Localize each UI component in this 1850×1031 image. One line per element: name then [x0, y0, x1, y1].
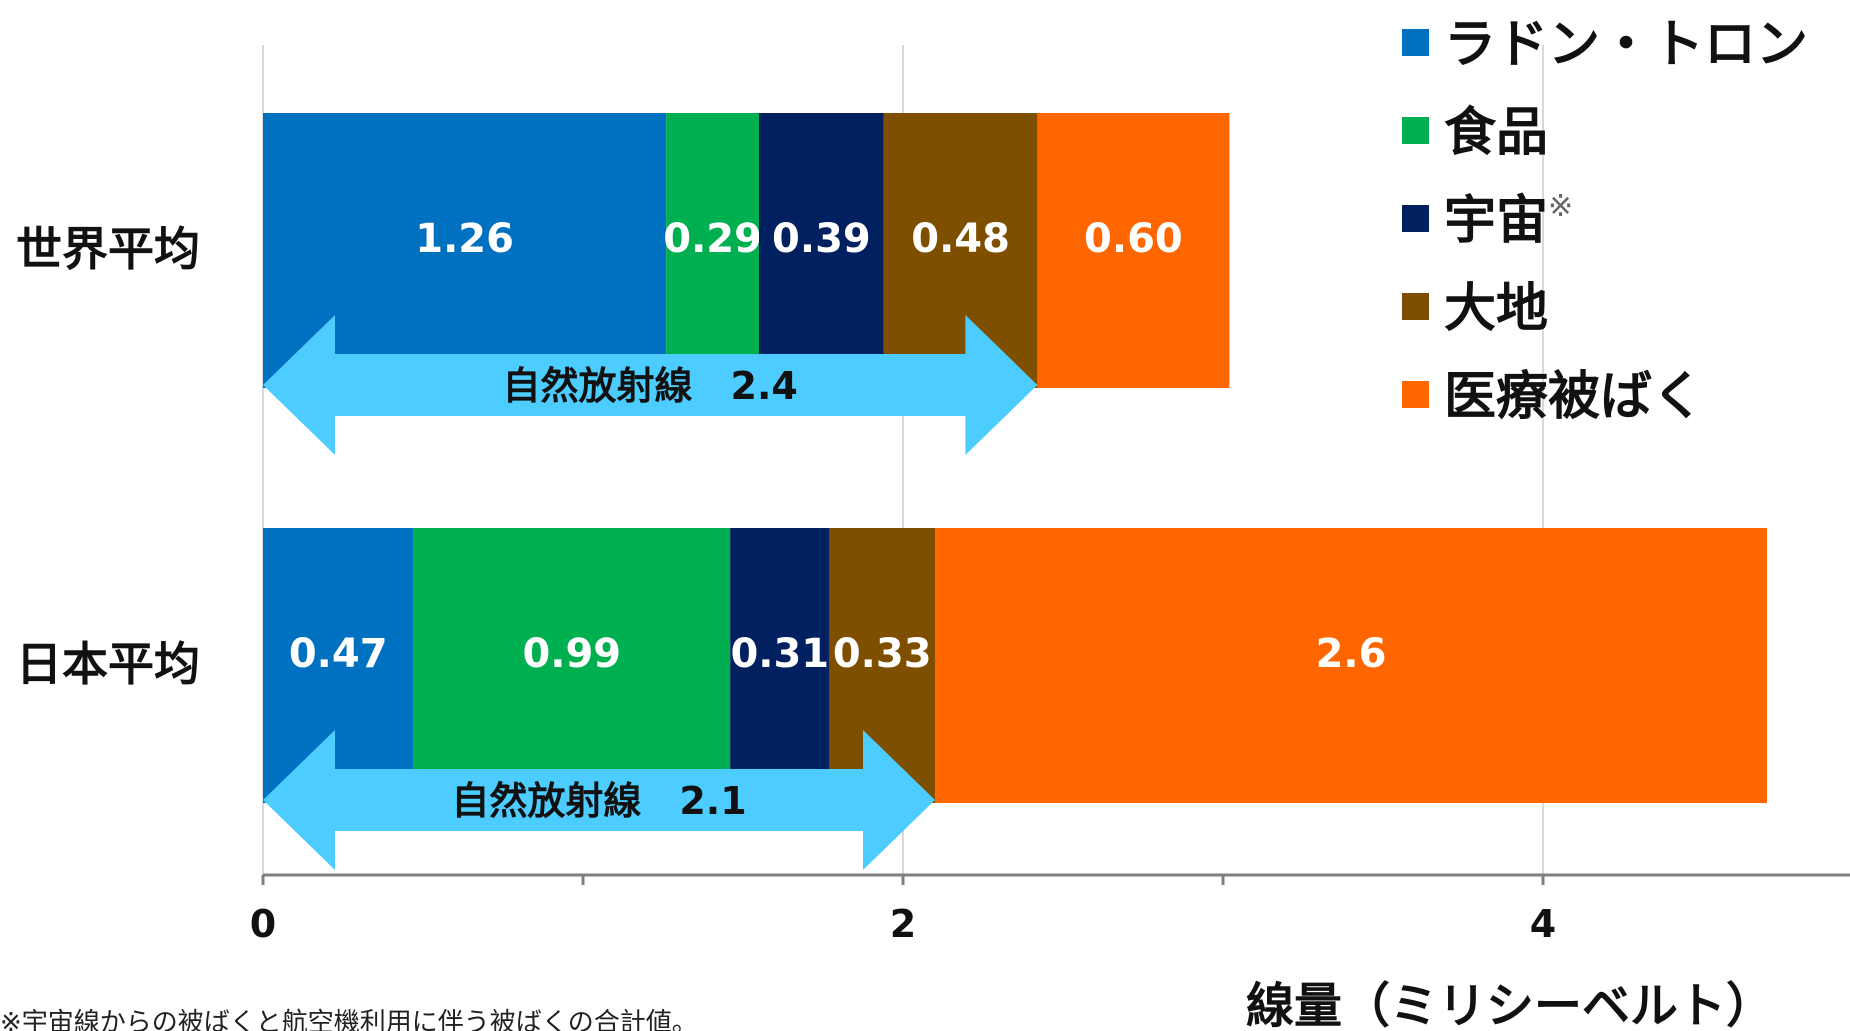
arrow-shape: [263, 315, 1038, 455]
legend-label: 大地: [1444, 279, 1548, 339]
arrow-label: 自然放射線 2.1: [451, 779, 746, 823]
x-tick-label: 4: [1530, 902, 1556, 946]
natural-radiation-arrows: 自然放射線 2.4 自然放射線 2.1: [263, 315, 1038, 870]
data-label: 0.31: [730, 631, 829, 677]
legend-label: 食品: [1444, 103, 1548, 163]
data-label: 0.47: [289, 631, 388, 677]
x-tick-label: 2: [890, 902, 916, 946]
category-label: 世界平均: [16, 222, 200, 276]
data-label: 0.99: [522, 631, 621, 677]
legend-swatch: [1402, 381, 1429, 408]
bar-segment: [1037, 113, 1230, 388]
legend-swatch: [1402, 29, 1429, 56]
x-tick-label: 0: [250, 902, 276, 946]
legend-label: 医療被ばく: [1444, 367, 1704, 427]
arrow-label: 自然放射線 2.4: [503, 364, 798, 408]
legend-swatch: [1402, 205, 1429, 232]
legend-swatch: [1402, 293, 1429, 320]
data-label: 0.33: [833, 631, 932, 677]
legend-swatch: [1402, 117, 1429, 144]
x-axis-title: 線量（ミリシーベルト）: [1246, 978, 1774, 1031]
data-label: 2.6: [1316, 631, 1387, 677]
x-axis: 0 2 4: [250, 873, 1850, 946]
footnote: ※宇宙線からの被ばくと航空機利用に伴う被ばくの合計値。: [0, 1008, 698, 1031]
legend-label: 宇宙※: [1444, 189, 1573, 251]
bar-segment: [759, 113, 884, 388]
data-label: 1.26: [415, 216, 514, 262]
data-label: 0.29: [663, 216, 762, 262]
data-label: 0.39: [772, 216, 871, 262]
bars: 1.26 0.29 0.39 0.48 0.60 0.47 0.99 0.31 0.33 2.6: [263, 113, 1767, 803]
data-label: 0.60: [1084, 216, 1183, 262]
bar-segment: [883, 113, 1038, 388]
data-label: 0.48: [911, 216, 1010, 262]
arrow-shape: [263, 730, 935, 870]
legend-label: ラドン・トロン: [1444, 15, 1808, 75]
bar-segment: [730, 528, 830, 803]
bar-segment: [263, 528, 414, 803]
legend-superscript: ※: [1548, 189, 1573, 224]
bar-segment: [666, 113, 759, 388]
bar-segment: [413, 528, 731, 803]
category-label: 日本平均: [16, 637, 200, 691]
bar-segment: [935, 528, 1767, 803]
